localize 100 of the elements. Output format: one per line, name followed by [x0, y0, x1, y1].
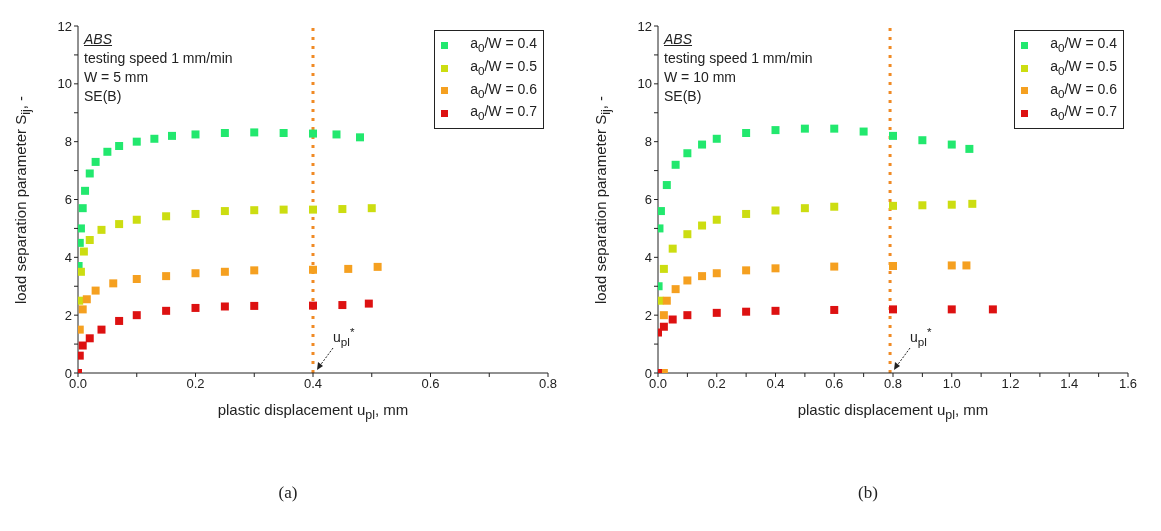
point — [659, 264, 668, 273]
point — [859, 127, 868, 136]
x-tick-label: 0.2 — [186, 376, 205, 392]
point — [91, 286, 100, 295]
point — [698, 221, 707, 230]
x-tick-label: 1.4 — [1060, 376, 1079, 392]
point — [250, 128, 259, 137]
point — [150, 134, 159, 143]
point — [78, 204, 87, 213]
y-tick-label: 4 — [64, 249, 72, 265]
text: (a) — [278, 483, 298, 502]
point — [81, 186, 90, 195]
point — [103, 147, 112, 156]
x-tick-label: 0.6 — [421, 376, 440, 392]
point — [771, 306, 780, 315]
point — [771, 126, 780, 135]
point — [168, 131, 176, 140]
y-tick-label: 8 — [64, 134, 72, 150]
point — [115, 220, 124, 229]
point — [220, 302, 229, 311]
point — [683, 230, 692, 239]
point — [279, 205, 288, 214]
point — [78, 267, 85, 276]
point — [344, 264, 353, 273]
point — [162, 212, 171, 221]
y-tick-label: 8 — [644, 134, 652, 150]
legend-label: a$_{0}$/W = 0.6 — [470, 79, 537, 102]
point — [659, 322, 668, 331]
point — [250, 301, 259, 310]
point — [78, 341, 87, 350]
x-tick-label: 0.8 — [883, 376, 903, 392]
point — [671, 160, 680, 169]
point — [889, 305, 897, 314]
point — [309, 301, 317, 310]
x-tick-label: 1.0 — [942, 376, 961, 392]
point — [800, 124, 809, 133]
point — [742, 128, 751, 137]
point — [800, 204, 809, 213]
point — [373, 262, 382, 271]
point — [220, 267, 229, 276]
legend-label: a$_{0}$/W = 0.5 — [470, 56, 537, 79]
legend-label: a$_{0}$/W = 0.4 — [1050, 34, 1117, 56]
point — [947, 140, 956, 149]
point — [668, 315, 677, 324]
point — [671, 285, 680, 294]
point — [220, 207, 229, 216]
point — [683, 276, 692, 285]
point — [658, 207, 665, 216]
y-tick-label: 10 — [57, 76, 72, 92]
point — [712, 308, 721, 317]
y-tick-label: 2 — [644, 307, 652, 323]
point — [947, 200, 956, 209]
point — [830, 124, 839, 133]
y-tick-label: 10 — [637, 76, 652, 92]
annotation: ABS — [664, 31, 693, 47]
point — [683, 311, 692, 320]
point — [988, 305, 997, 314]
x-axis-title: plastic displacement u$_{pl}$, mm — [217, 401, 409, 422]
point — [309, 129, 317, 138]
point — [191, 130, 200, 139]
point — [332, 130, 341, 139]
x-axis-title: plastic displacement u$_{pl}$, mm — [797, 401, 989, 422]
point — [889, 262, 897, 271]
text: (b) — [858, 483, 878, 502]
point — [338, 205, 347, 214]
point — [79, 247, 88, 256]
point — [771, 264, 780, 273]
point — [830, 202, 839, 211]
annotation: SE(B) — [84, 88, 122, 104]
x-tick-label: 1.2 — [1001, 376, 1020, 392]
point — [968, 199, 977, 208]
point — [309, 205, 317, 214]
legend-label: a$_{0}$/W = 0.5 — [1050, 56, 1117, 79]
point — [742, 209, 751, 218]
point — [918, 201, 927, 210]
x-tick-label: 0.4 — [766, 376, 785, 392]
y-tick-label: 2 — [64, 307, 72, 323]
point — [918, 136, 927, 145]
y-tick-label: 6 — [64, 192, 72, 208]
point — [830, 262, 839, 271]
point — [78, 224, 85, 233]
point — [668, 244, 677, 253]
point — [162, 272, 171, 281]
legend-label: a$_{0}$/W = 0.6 — [1050, 79, 1117, 102]
point — [683, 149, 692, 158]
point — [698, 140, 707, 149]
point — [85, 334, 94, 343]
point — [962, 261, 971, 270]
point — [82, 295, 91, 304]
point — [191, 209, 200, 218]
point — [742, 307, 751, 316]
point — [338, 301, 347, 310]
point — [191, 269, 200, 278]
annotation: W = 10 mm — [664, 69, 736, 85]
y-tick-label: 4 — [644, 249, 652, 265]
point — [712, 269, 721, 278]
y-tick-label: 6 — [644, 192, 652, 208]
x-tick-label: 0.4 — [303, 376, 323, 392]
point — [662, 296, 671, 305]
point — [659, 311, 668, 320]
